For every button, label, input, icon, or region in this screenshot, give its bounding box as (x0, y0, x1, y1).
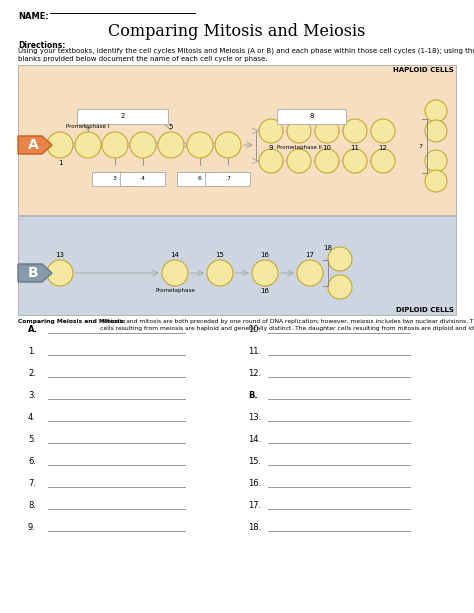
FancyBboxPatch shape (92, 172, 137, 186)
Text: A.: A. (28, 326, 38, 335)
Ellipse shape (287, 119, 311, 143)
FancyArrow shape (18, 264, 52, 282)
Ellipse shape (158, 132, 184, 158)
Text: 15: 15 (216, 252, 224, 258)
Ellipse shape (215, 132, 241, 158)
Text: Using your textbooks, identify the cell cycles Mitosis and Meiosis (A or B) and : Using your textbooks, identify the cell … (18, 47, 474, 62)
Text: 6.: 6. (28, 457, 36, 466)
Ellipse shape (371, 149, 395, 173)
Text: A: A (27, 138, 38, 152)
Text: 8.: 8. (28, 501, 36, 511)
Text: Prometaphase II: Prometaphase II (276, 145, 321, 150)
Text: Meiosis and mitosis are both preceded by one round of DNA replication; however, : Meiosis and mitosis are both preceded by… (100, 319, 474, 331)
Ellipse shape (252, 260, 278, 286)
Ellipse shape (187, 132, 213, 158)
Text: Comparing Meiosis and Mitosis:: Comparing Meiosis and Mitosis: (18, 319, 126, 324)
Text: 2: 2 (121, 113, 125, 119)
Text: 18: 18 (323, 245, 332, 251)
Ellipse shape (259, 119, 283, 143)
Text: 7.: 7. (28, 479, 36, 489)
Text: 5.: 5. (28, 435, 36, 444)
Text: 3: 3 (113, 177, 117, 181)
Text: NAME:: NAME: (18, 12, 49, 21)
Text: 15.: 15. (248, 457, 261, 466)
Text: 3.: 3. (28, 392, 36, 400)
Ellipse shape (162, 260, 188, 286)
Ellipse shape (297, 260, 323, 286)
Ellipse shape (343, 119, 367, 143)
Text: 16.: 16. (248, 479, 261, 489)
Ellipse shape (425, 100, 447, 122)
Text: 9.: 9. (28, 524, 36, 533)
Text: 12: 12 (379, 145, 387, 151)
Ellipse shape (102, 132, 128, 158)
Text: 7: 7 (226, 177, 230, 181)
Text: 14: 14 (171, 252, 180, 258)
Text: 14.: 14. (248, 435, 261, 444)
Ellipse shape (47, 260, 73, 286)
Ellipse shape (328, 275, 352, 299)
Ellipse shape (425, 120, 447, 142)
Text: 4: 4 (141, 177, 145, 181)
Ellipse shape (207, 260, 233, 286)
Ellipse shape (47, 132, 73, 158)
Bar (18, 216, 456, 315)
Ellipse shape (343, 149, 367, 173)
FancyBboxPatch shape (120, 172, 165, 186)
FancyBboxPatch shape (78, 109, 168, 123)
Text: 4.: 4. (28, 414, 36, 422)
Text: 17: 17 (306, 252, 315, 258)
Text: 2.: 2. (28, 370, 36, 378)
Bar (18, 65, 456, 215)
Ellipse shape (315, 119, 339, 143)
Ellipse shape (75, 132, 101, 158)
Ellipse shape (315, 149, 339, 173)
Text: B: B (27, 266, 38, 280)
Text: 6: 6 (198, 177, 202, 181)
Text: Prometaphase: Prometaphase (155, 288, 195, 293)
Ellipse shape (425, 150, 447, 172)
Text: 10: 10 (322, 145, 331, 151)
Text: 10.: 10. (248, 326, 261, 335)
Ellipse shape (328, 247, 352, 271)
Text: 18.: 18. (248, 524, 261, 533)
Text: 12.: 12. (248, 370, 261, 378)
Text: 13: 13 (55, 252, 64, 258)
Ellipse shape (130, 132, 156, 158)
Text: 5: 5 (169, 124, 173, 130)
Text: 13.: 13. (248, 414, 261, 422)
Text: 9: 9 (269, 145, 273, 151)
Text: B.: B. (248, 392, 258, 400)
Text: Comparing Mitosis and Meiosis: Comparing Mitosis and Meiosis (109, 23, 365, 40)
Ellipse shape (259, 149, 283, 173)
Text: 16: 16 (261, 288, 270, 294)
Text: Directions:: Directions: (18, 41, 65, 50)
Text: 17.: 17. (248, 501, 261, 511)
Text: 16: 16 (261, 252, 270, 258)
FancyBboxPatch shape (177, 172, 222, 186)
Text: Prometaphase I: Prometaphase I (66, 124, 109, 129)
FancyBboxPatch shape (277, 109, 346, 123)
Ellipse shape (425, 170, 447, 192)
Text: 11.: 11. (248, 348, 261, 357)
Text: 1: 1 (58, 160, 62, 166)
Text: 11: 11 (350, 145, 359, 151)
FancyBboxPatch shape (206, 172, 250, 186)
FancyArrow shape (18, 136, 52, 154)
Text: DIPLOID CELLS: DIPLOID CELLS (396, 307, 454, 313)
Text: HAPLOID CELLS: HAPLOID CELLS (393, 67, 454, 73)
Ellipse shape (371, 119, 395, 143)
Text: 1.: 1. (28, 348, 36, 357)
Text: 8: 8 (310, 113, 314, 119)
Text: 7: 7 (418, 143, 422, 148)
Ellipse shape (287, 149, 311, 173)
